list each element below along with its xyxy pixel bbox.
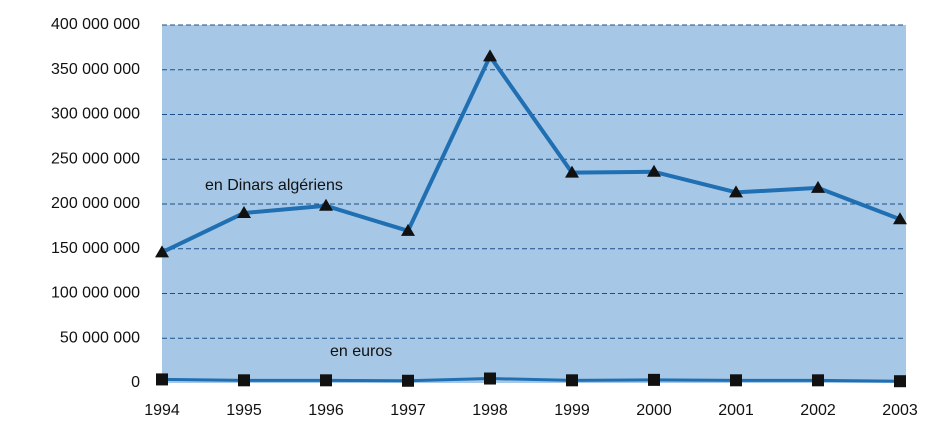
y-tick-label: 50 000 000: [60, 329, 140, 346]
series-annotation: en euros: [330, 343, 392, 360]
x-tick-label: 1995: [226, 402, 262, 419]
x-tick-label: 1998: [472, 402, 508, 419]
x-tick-label: 1994: [144, 402, 180, 419]
series-line: [161, 54, 901, 255]
marker-triangle: [565, 165, 579, 178]
marker-square: [812, 374, 824, 387]
marker-triangle: [155, 245, 169, 258]
marker-square: [320, 374, 332, 387]
marker-triangle: [729, 185, 743, 198]
marker-triangle: [811, 180, 825, 193]
y-tick-label: 0: [131, 374, 140, 391]
x-tick-label: 2003: [882, 402, 918, 419]
x-tick-label: 1996: [308, 402, 344, 419]
y-tick-label: 150 000 000: [51, 240, 140, 257]
marker-square: [648, 373, 660, 386]
y-tick-label: 400 000 000: [51, 16, 140, 33]
marker-square: [402, 374, 414, 387]
y-tick-label: 250 000 000: [51, 150, 140, 167]
marker-triangle: [319, 198, 333, 211]
marker-square: [484, 372, 496, 385]
x-tick-label: 2001: [718, 402, 754, 419]
marker-triangle: [647, 164, 661, 177]
marker-square: [238, 374, 250, 387]
marker-square: [566, 374, 578, 387]
marker-triangle: [893, 212, 907, 225]
marker-triangle: [401, 223, 415, 236]
marker-square: [894, 375, 906, 388]
series-annotation: en Dinars algériens: [205, 177, 343, 194]
series-line: [161, 377, 901, 383]
y-tick-label: 100 000 000: [51, 285, 140, 302]
x-tick-label: 2002: [800, 402, 836, 419]
x-tick-label: 1997: [390, 402, 426, 419]
y-tick-label: 200 000 000: [51, 195, 140, 212]
x-tick-label: 1999: [554, 402, 590, 419]
marker-triangle: [483, 49, 497, 62]
marker-square: [730, 374, 742, 387]
x-tick-label: 2000: [636, 402, 672, 419]
y-tick-label: 350 000 000: [51, 61, 140, 78]
y-tick-label: 300 000 000: [51, 106, 140, 123]
marker-triangle: [237, 205, 251, 218]
marker-square: [156, 373, 168, 386]
